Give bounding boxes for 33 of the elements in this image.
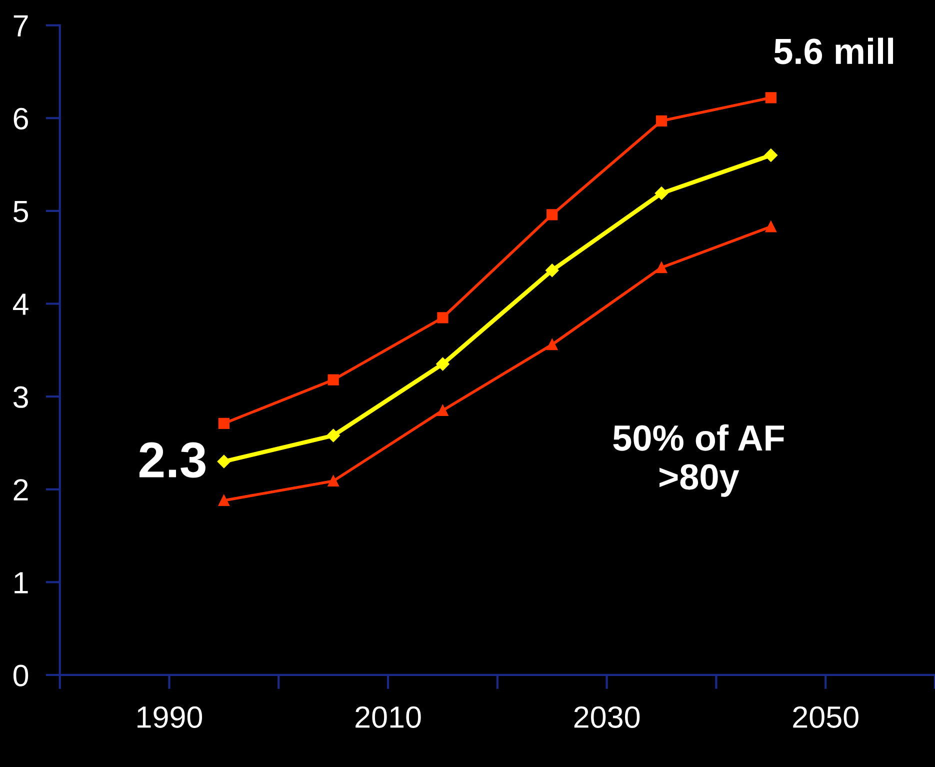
point <box>218 494 230 506</box>
y-tick-label: 7 <box>14 15 28 36</box>
point <box>546 209 558 220</box>
y-tick-label: 3 <box>13 386 28 408</box>
point <box>217 454 231 468</box>
point <box>656 262 668 274</box>
point <box>765 92 776 104</box>
point <box>546 339 558 350</box>
y-tick-label: 4 <box>12 294 28 315</box>
point <box>765 221 776 232</box>
point <box>326 428 340 442</box>
annotation: 5.6 mill <box>774 38 894 64</box>
point <box>654 186 668 200</box>
point <box>328 374 339 386</box>
point <box>328 475 339 487</box>
x-tick-label: 2010 <box>356 706 421 728</box>
y-tick-label: 2 <box>14 479 28 500</box>
point <box>436 357 450 371</box>
y-tick-label: 6 <box>14 108 28 130</box>
y-tick-label: 0 <box>13 664 28 686</box>
point <box>437 404 448 416</box>
point <box>656 115 668 126</box>
x-tick-label: 2030 <box>574 706 640 728</box>
x-tick-label: 2050 <box>793 706 858 728</box>
point <box>218 418 230 430</box>
annotation: 50% of AF >80y <box>613 424 784 497</box>
x-tick-label: 1990 <box>138 706 202 728</box>
point <box>546 264 559 277</box>
point <box>764 148 778 162</box>
annotation: 2.3 <box>140 442 206 478</box>
y-tick-label: 5 <box>14 200 28 222</box>
point <box>437 312 448 324</box>
y-tick-label: 1 <box>14 572 28 594</box>
